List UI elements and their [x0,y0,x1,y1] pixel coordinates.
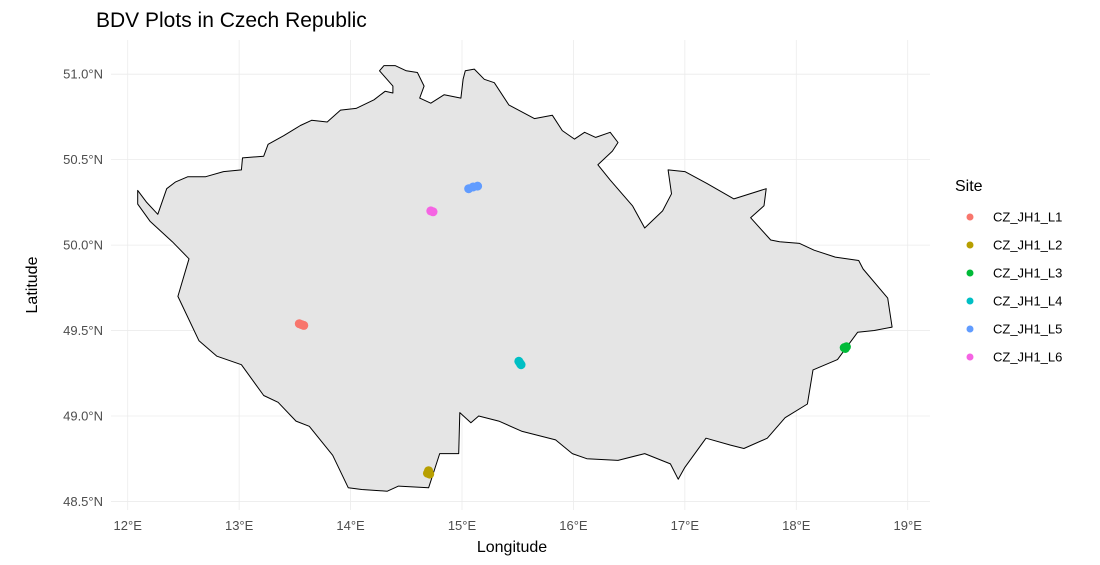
x-axis-ticks: 12°E 13°E 14°E 15°E 16°E 17°E 18°E 19°E [114,518,923,533]
point-cz-jh1-l4-2 [515,358,525,368]
legend-key-cz-jh1-l2 [966,241,974,249]
legend-label-cz-jh1-l6: CZ_JH1_L6 [993,350,1062,365]
y-tick-label-0: 48.5°N [63,494,103,509]
legend-label-cz-jh1-l5: CZ_JH1_L5 [993,322,1062,337]
point-cz-jh1-l3-2 [840,343,850,353]
legend-title: Site [955,178,983,195]
legend-items: CZ_JH1_L1 CZ_JH1_L2 CZ_JH1_L3 CZ_JH1_L4 CZ_J… [966,210,1062,365]
basemap-layer [137,65,893,492]
legend-key-cz-jh1-l5 [966,325,974,333]
point-cz-jh1-l6-1 [428,207,438,217]
x-tick-label-6: 18°E [782,518,811,533]
x-tick-label-3: 15°E [448,518,477,533]
point-cz-jh1-l1-2 [297,320,307,330]
y-axis-ticks: 48.5°N 49.0°N 49.5°N 50.0°N 50.5°N 51.0°N [63,67,103,509]
x-tick-label-4: 16°E [559,518,588,533]
data-points [294,181,851,479]
czech-republic-outline [137,65,893,492]
legend: Site CZ_JH1_L1CZ_JH1_L2CZ_JH1_L3CZ_JH1_L… [955,178,1062,365]
y-tick-label-5: 51.0°N [63,67,103,82]
legend-key-cz-jh1-l3 [966,269,974,277]
y-axis-title: Latitude [24,256,41,313]
legend-label-cz-jh1-l2: CZ_JH1_L2 [993,238,1062,253]
y-tick-label-4: 50.5°N [63,152,103,167]
chart-title: BDV Plots in Czech Republic [96,9,367,32]
point-cz-jh1-l2-2 [422,468,432,478]
x-tick-label-1: 13°E [225,518,254,533]
legend-key-cz-jh1-l1 [966,213,974,221]
y-tick-label-3: 50.0°N [63,238,103,253]
legend-label-cz-jh1-l4: CZ_JH1_L4 [993,294,1062,309]
legend-key-cz-jh1-l4 [966,297,974,305]
x-axis-title: Longitude [477,539,547,556]
legend-label-cz-jh1-l1: CZ_JH1_L1 [993,210,1062,225]
y-tick-label-1: 49.0°N [63,409,103,424]
x-tick-label-5: 17°E [671,518,700,533]
x-tick-label-7: 19°E [894,518,923,533]
legend-label-cz-jh1-l3: CZ_JH1_L3 [993,266,1062,281]
x-tick-label-2: 14°E [336,518,365,533]
point-cz-jh1-l5-2 [468,182,478,192]
legend-key-cz-jh1-l6 [966,353,974,361]
x-tick-label-0: 12°E [114,518,143,533]
y-tick-label-2: 49.5°N [63,323,103,338]
